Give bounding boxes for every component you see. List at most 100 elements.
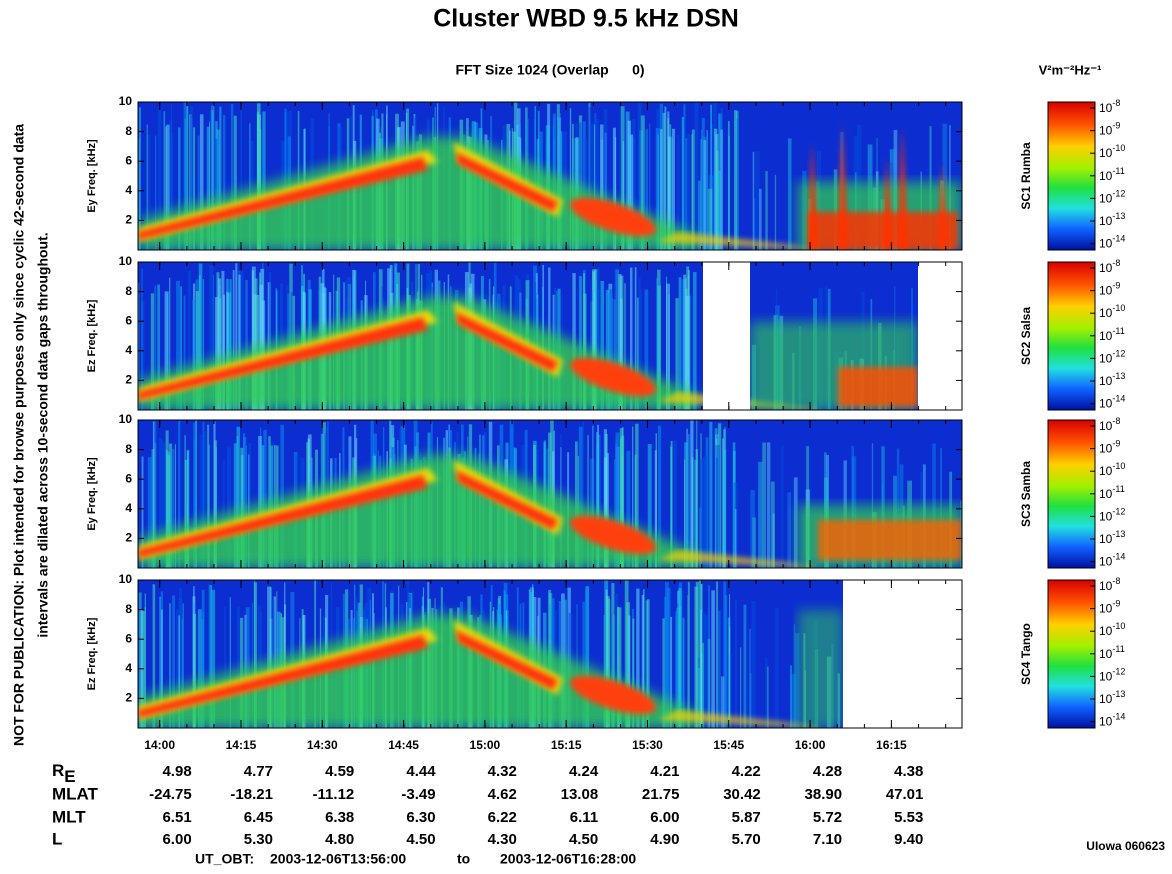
spectrogram-streak xyxy=(732,442,736,568)
colorbar-tick-label: 10-9 xyxy=(1099,599,1120,616)
colorbar-base: 10 xyxy=(1099,464,1113,478)
ephemeris-value: -24.75 xyxy=(149,786,192,803)
spectrogram-streak xyxy=(699,459,704,568)
colorbar-base: 10 xyxy=(1099,284,1113,298)
spectrogram-streak xyxy=(240,105,243,250)
spectrogram-streak xyxy=(154,422,158,568)
ephemeris-value: 4.24 xyxy=(569,763,599,780)
spectrogram-streak xyxy=(166,451,170,568)
ephemeris-value: 47.01 xyxy=(886,786,924,803)
ephemeris-value: -3.49 xyxy=(401,786,435,803)
colorbar-tick-label: 10-9 xyxy=(1099,281,1120,298)
colorbar-base: 10 xyxy=(1099,602,1113,616)
ephemeris-value: 4.50 xyxy=(569,831,598,848)
spectrogram-streak xyxy=(662,618,665,728)
spectrogram-streak xyxy=(201,589,205,728)
spectrogram-streak xyxy=(141,300,145,410)
spectrogram-streak xyxy=(172,595,175,728)
ephemeris-value: 9.40 xyxy=(894,831,923,848)
spectrogram-streak xyxy=(216,272,220,410)
colorbar-tick-label: 10-11 xyxy=(1099,326,1125,343)
ephemeris-value: 4.80 xyxy=(325,831,354,848)
y-tick-label: 4 xyxy=(125,183,132,197)
spectrogram-streak xyxy=(733,482,739,568)
spacecraft-label: SC1 Rumba xyxy=(1019,142,1033,210)
spectrogram xyxy=(138,262,962,410)
ephemeris-value: 7.10 xyxy=(813,831,842,848)
spectrogram-streak xyxy=(603,109,608,250)
spectrogram-streak xyxy=(212,274,214,410)
subtitle: FFT Size 1024 (Overlap 0) xyxy=(455,62,644,78)
spectrogram-streak xyxy=(710,104,712,250)
spectrogram-streak xyxy=(734,110,737,250)
spacecraft-label: SC2 Salsa xyxy=(1019,307,1033,365)
colorbar-base: 10 xyxy=(1099,487,1113,501)
spectrogram-streak xyxy=(664,581,669,728)
spectrogram-streak xyxy=(714,128,718,250)
spectrogram-region xyxy=(138,615,698,728)
spectrogram-streak xyxy=(206,126,210,250)
spectrogram-streak xyxy=(138,282,140,410)
spectrogram-streak xyxy=(605,289,610,410)
spectrogram-streak xyxy=(154,135,157,250)
colorbar-exponent: -8 xyxy=(1112,98,1120,108)
ephemeris-value: 5.53 xyxy=(894,809,923,826)
spectrogram-streak xyxy=(233,443,237,568)
colorbar-unit: V²m⁻²Hz⁻¹ xyxy=(1039,62,1102,77)
y-axis-label: Ey Freq. [kHz] xyxy=(86,139,98,213)
colorbar-exponent: -11 xyxy=(1112,644,1124,654)
spectrogram-streak xyxy=(696,420,698,568)
ephemeris-value: 4.44 xyxy=(406,763,436,780)
spectrogram xyxy=(138,580,962,728)
spectrogram-streak xyxy=(227,292,232,410)
spectrogram-streak xyxy=(159,438,163,568)
spectrogram-streak xyxy=(214,138,218,250)
spectrogram-streak xyxy=(677,603,679,728)
colorbar-base: 10 xyxy=(1099,442,1113,456)
y-tick-label: 6 xyxy=(125,153,132,167)
spectrogram-streak xyxy=(716,458,719,568)
spectrogram-streak xyxy=(758,188,762,250)
y-axis-label: Ez Freq. [kHz] xyxy=(86,617,98,690)
spectrogram-streak xyxy=(720,129,723,250)
spectrogram-streak xyxy=(609,600,612,728)
spectrogram-streak xyxy=(753,198,756,250)
ephemeris-value: 4.22 xyxy=(732,763,761,780)
colorbar-exponent: -10 xyxy=(1112,304,1125,314)
spectrogram-streak xyxy=(236,606,240,728)
colorbar-tick-label: 10-9 xyxy=(1099,121,1120,138)
spectrogram-streak xyxy=(587,435,589,568)
y-tick-label: 2 xyxy=(125,531,132,545)
footer-end: 2003-12-06T16:28:00 xyxy=(500,851,636,867)
spectrogram-streak xyxy=(715,150,719,250)
spectrogram-streak xyxy=(588,107,591,250)
spectrogram-streak xyxy=(628,615,631,728)
spectrogram-streak xyxy=(657,425,662,568)
ephemeris-value: 6.22 xyxy=(488,809,517,826)
ephemeris-value: 4.32 xyxy=(488,763,517,780)
colorbar-tick-label: 10-14 xyxy=(1099,552,1125,569)
colorbar-exponent: -8 xyxy=(1112,258,1120,268)
ephemeris-value: 5.72 xyxy=(813,809,842,826)
spectrogram-streak xyxy=(720,108,724,250)
spectrogram-streak xyxy=(698,507,702,568)
spectrogram-streak xyxy=(195,290,200,410)
spectrogram-streak xyxy=(160,609,163,728)
spectrogram-streak xyxy=(207,424,210,568)
spectrogram-streak xyxy=(677,134,680,250)
spectrogram-streak xyxy=(700,609,702,728)
spectrogram-streak xyxy=(251,270,254,410)
data-gap xyxy=(703,262,750,410)
colorbar-base: 10 xyxy=(1099,670,1113,684)
colorbar-exponent: -10 xyxy=(1112,462,1125,472)
spectrogram-streak xyxy=(269,271,272,410)
spectrogram-streak xyxy=(706,611,709,728)
y-tick-label: 10 xyxy=(119,412,133,426)
ephemeris-value: 4.77 xyxy=(244,763,273,780)
spectrogram-streak xyxy=(634,267,637,410)
spectrogram-streak xyxy=(683,619,686,728)
colorbar-tick-label: 10-13 xyxy=(1099,529,1125,546)
spectrogram-streak xyxy=(670,616,673,728)
spectrogram-streak xyxy=(209,110,212,250)
spectrogram-streak xyxy=(245,279,248,410)
